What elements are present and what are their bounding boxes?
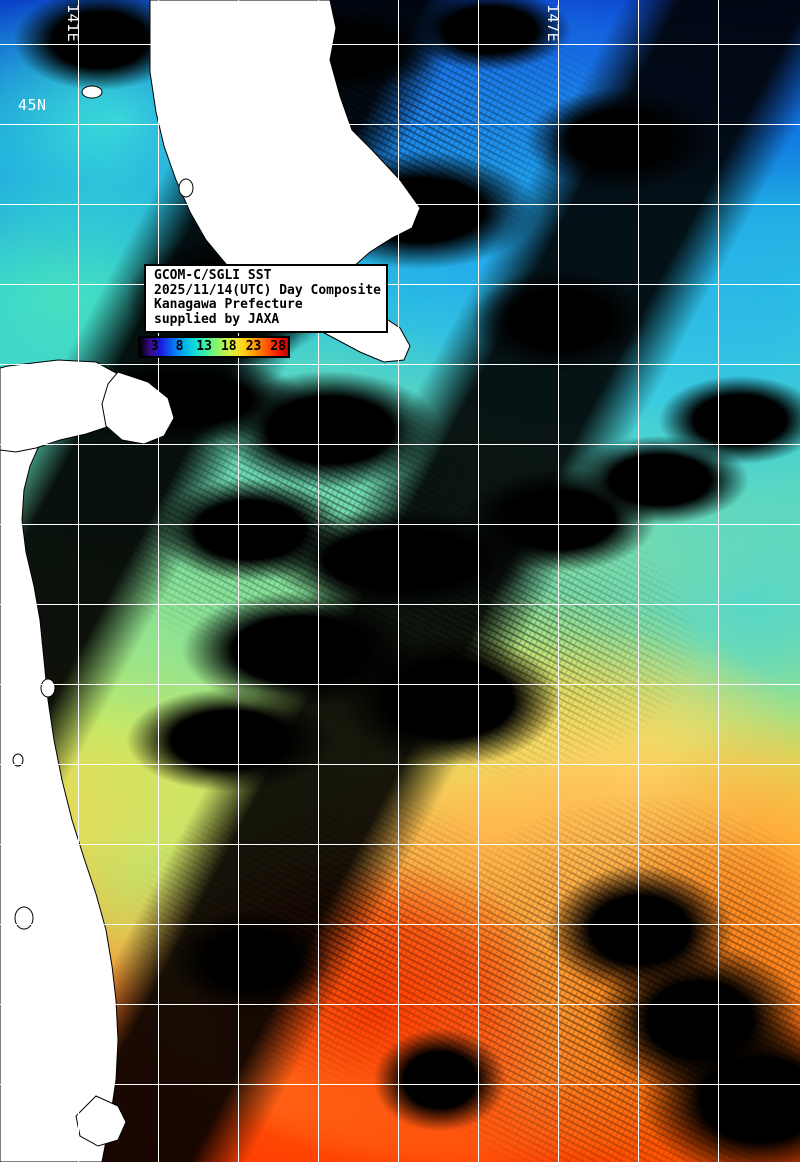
colorbar-tick-3: 3 (150, 339, 159, 354)
colorbar-tick-23: 23 (245, 339, 262, 354)
colorbar-tick-18: 18 (220, 339, 237, 354)
info-line-datetime: 2025/11/14(UTC) Day Composite (154, 282, 381, 298)
colorbar-tick-8: 8 (175, 339, 184, 354)
map-info-box: GCOM-C/SGLI SST 2025/11/14(UTC) Day Comp… (144, 264, 388, 333)
colorbar-tick-13: 13 (196, 339, 212, 354)
info-line-product: GCOM-C/SGLI SST (154, 268, 272, 283)
colorbar-tick-28: 28 (270, 339, 286, 354)
colorbar-tick-labels: 3 8 13 18 23 28 (140, 338, 288, 356)
sst-colorbar: 3 8 13 18 23 28 (138, 336, 290, 358)
info-line-supplier: supplied by JAXA (154, 311, 280, 327)
info-line-region: Kanagawa Prefecture (154, 297, 303, 312)
colorbar-gradient (140, 338, 288, 356)
